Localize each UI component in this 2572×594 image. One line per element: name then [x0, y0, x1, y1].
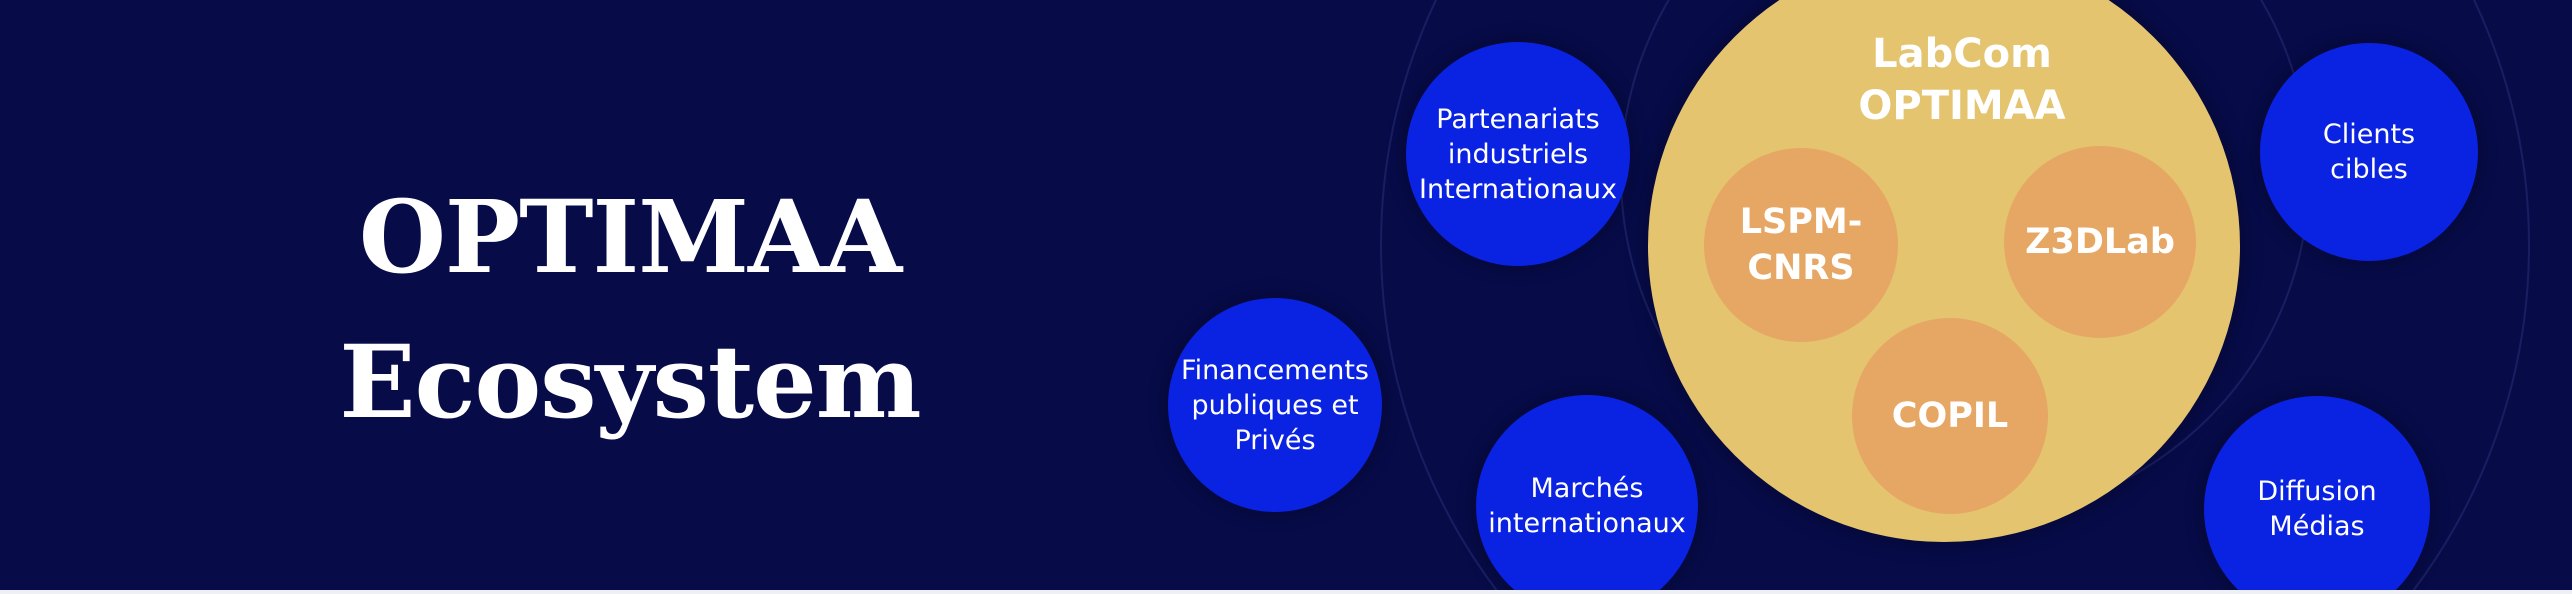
partner-circle-funding: Financements publiques et Privés — [1168, 298, 1382, 512]
partner-label-funding: Financements publiques et Privés — [1181, 354, 1369, 456]
core-label-labcom: LabCom OPTIMAA — [1858, 31, 2066, 129]
member-circle-z3dlab: Z3DLab — [2004, 146, 2196, 338]
partner-circle-clients: Clients cibles — [2260, 43, 2478, 261]
title-line-2: Ecosystem — [339, 323, 921, 441]
member-label-z3dlab: Z3DLab — [2025, 222, 2175, 262]
member-circle-lspm: LSPM- CNRS — [1704, 148, 1898, 342]
partner-label-media: Diffusion Médias — [2257, 476, 2377, 542]
partner-circle-markets: Marchés internationaux — [1476, 395, 1698, 594]
partner-label-markets: Marchés internationaux — [1488, 473, 1686, 539]
partner-label-industrial: Partenariats industriels Internationaux — [1419, 103, 1617, 205]
partner-circle-industrial: Partenariats industriels Internationaux — [1406, 42, 1630, 266]
member-circle-copil: COPIL — [1852, 318, 2048, 514]
partner-label-clients: Clients cibles — [2322, 119, 2416, 185]
member-label-copil: COPIL — [1891, 396, 2009, 436]
banner-title: OPTIMAA Ecosystem — [250, 165, 1010, 455]
title-line-1: OPTIMAA — [358, 178, 902, 296]
bottom-divider — [0, 590, 2572, 594]
partner-circle-media: Diffusion Médias — [2204, 396, 2430, 594]
member-label-lspm: LSPM- CNRS — [1739, 202, 1863, 288]
